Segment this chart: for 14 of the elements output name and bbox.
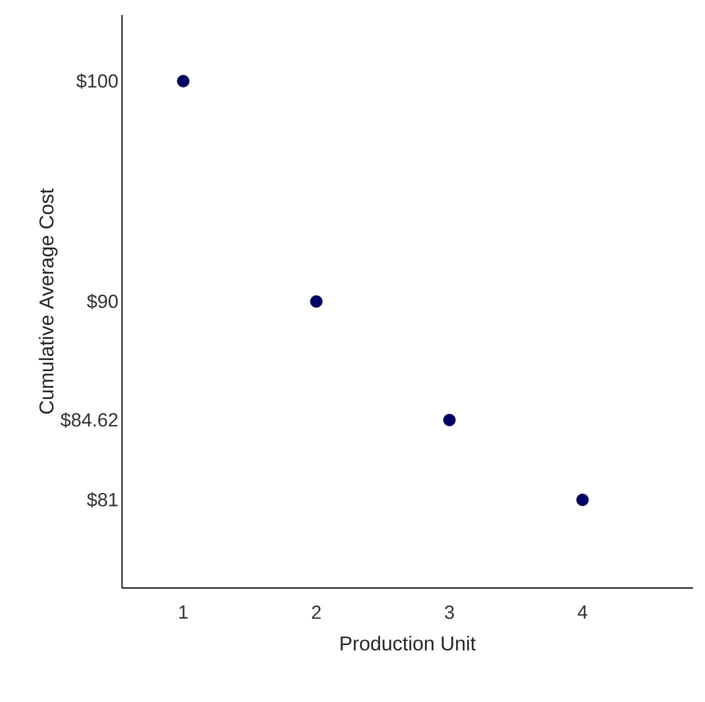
y-axis-title: Cumulative Average Cost [38, 188, 58, 414]
y-tick-label: $84.62 [60, 412, 118, 428]
x-tick-label: 4 [578, 606, 588, 619]
point [177, 74, 190, 88]
x-tick-label: 3 [444, 606, 454, 619]
y-tick-label: $81 [86, 492, 118, 508]
x-tick-label: 2 [312, 606, 321, 619]
point [576, 494, 589, 506]
y-tick-label: $100 [76, 73, 118, 89]
x-axis-title: Production Unit [340, 636, 476, 651]
y-tick-label: $90 [86, 294, 118, 310]
point [310, 295, 323, 308]
x-tick-label: 1 [179, 606, 188, 619]
point [443, 414, 456, 426]
